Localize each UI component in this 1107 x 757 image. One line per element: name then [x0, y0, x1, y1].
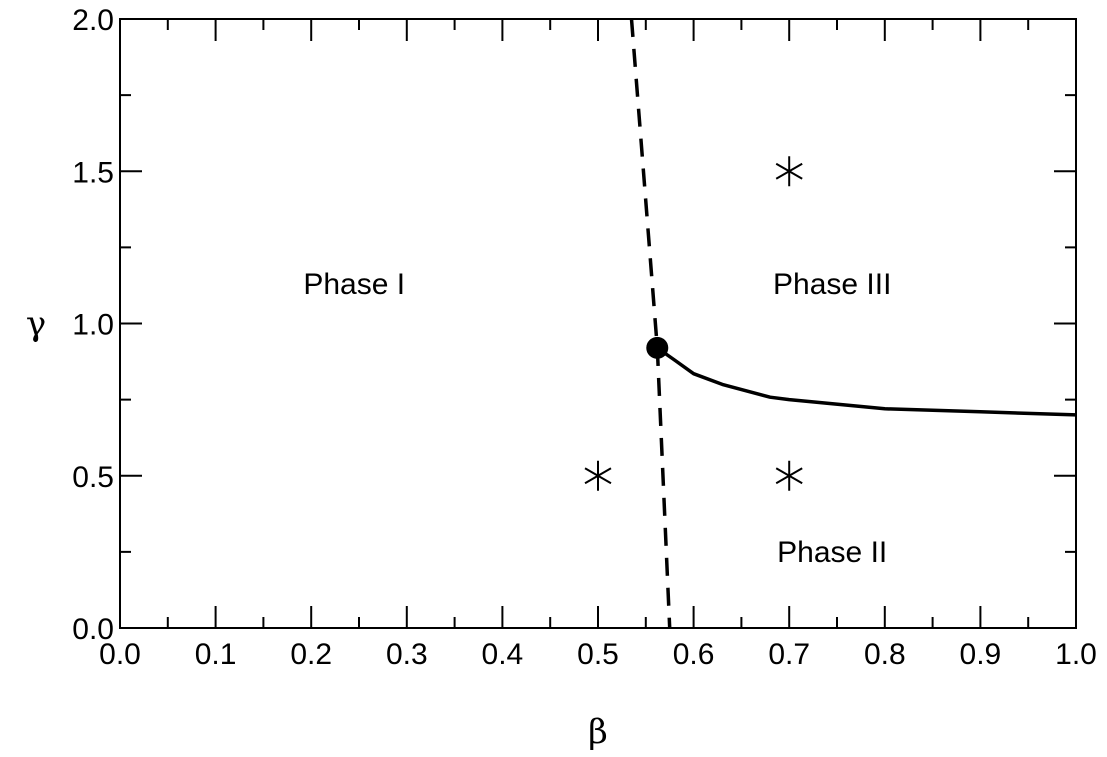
x-tick-label: 0.8 [864, 638, 906, 671]
asterisk-marker [775, 460, 803, 491]
asterisk-stroke [584, 467, 612, 485]
region-label: Phase II [777, 536, 887, 569]
region-label: Phase III [773, 268, 891, 301]
region-label: Phase I [303, 268, 405, 301]
y-axis-label: γ [26, 304, 46, 344]
x-tick-label: 0.4 [482, 638, 524, 671]
x-tick-label: 0.9 [960, 638, 1002, 671]
y-tick-label: 1.5 [72, 156, 114, 189]
y-tick-label: 0.0 [72, 613, 114, 646]
x-tick-label: 0.7 [768, 638, 810, 671]
asterisk-marker [775, 156, 803, 187]
y-tick-label: 1.0 [72, 309, 114, 342]
x-tick-label: 0.6 [673, 638, 715, 671]
dashed-phase-boundary-line [629, 18, 672, 629]
series-layer [629, 18, 1077, 629]
x-tick-label: 0.1 [195, 638, 237, 671]
asterisk-stroke [775, 162, 803, 180]
y-tick-label: 2.0 [72, 4, 114, 37]
x-tick-label: 0.3 [386, 638, 428, 671]
asterisk-marker [584, 460, 612, 491]
axis-tick-labels: 0.0 0.1 0.2 0.3 0.4 0.5 0.6 0.7 0.8 0.9 1.0 0.0 0.5 1… [72, 4, 1097, 671]
x-tick-label: 1.0 [1055, 638, 1097, 671]
asterisk-stroke [775, 467, 803, 485]
marker-layer [584, 156, 803, 491]
x-axis-label: β [588, 712, 608, 752]
solid-phase-boundary-line [656, 346, 1077, 417]
plot-frame [119, 18, 1077, 629]
x-tick-label: 0.0 [99, 638, 141, 671]
axis-ticks [119, 18, 1077, 629]
critical-point-marker [646, 336, 669, 359]
x-tick-label: 0.2 [290, 638, 332, 671]
y-tick-label: 0.5 [72, 461, 114, 494]
x-tick-label: 0.5 [577, 638, 619, 671]
region-labels: Phase I Phase III Phase II [303, 268, 891, 569]
